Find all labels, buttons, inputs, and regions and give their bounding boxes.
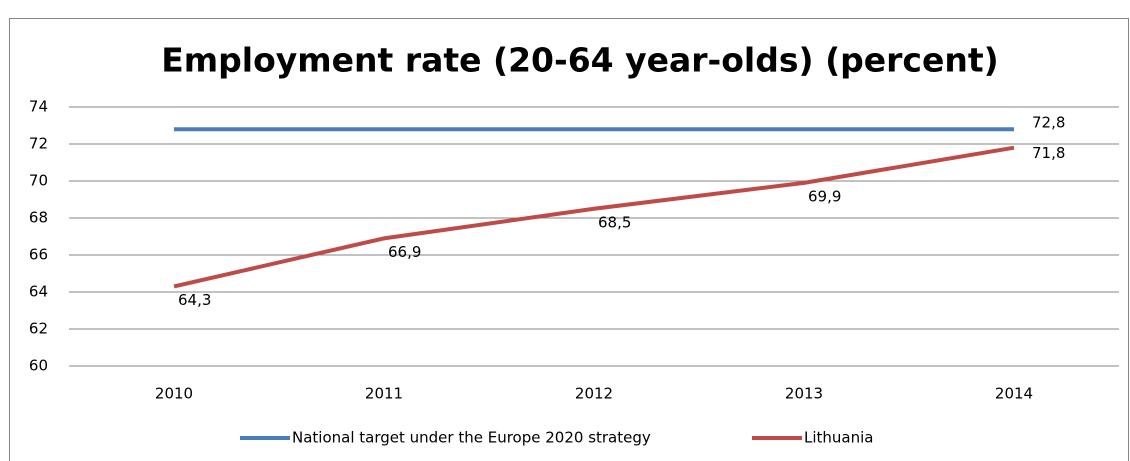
data-label: 66,9 [388,243,421,261]
y-tick-label: 66 [29,246,48,264]
x-tick-label: 2010 [155,385,193,403]
line-series [173,145,1015,289]
data-label: 69,9 [808,187,841,205]
x-tick-label: 2012 [575,385,613,403]
legend-label: National target under the Europe 2020 st… [292,429,651,447]
chart-frame [9,18,1129,461]
y-tick-label: 70 [29,172,48,190]
data-label: 72,8 [1032,114,1065,132]
data-label: 64,3 [178,291,211,309]
x-tick-label: 2011 [365,385,403,403]
chart-title: Employment rate (20-64 year-olds) (perce… [161,41,998,80]
y-tick-label: 72 [29,135,48,153]
y-tick-label: 64 [29,283,48,301]
x-tick-label: 2014 [995,385,1033,403]
y-tick-label: 62 [29,320,48,338]
y-tick-label: 74 [29,98,48,116]
data-label: 68,5 [598,213,631,231]
data-label: 71,8 [1032,144,1065,162]
y-tick-label: 60 [29,357,48,375]
legend-label: Lithuania [804,429,873,447]
x-tick-label: 2013 [785,385,823,403]
y-tick-label: 68 [29,209,48,227]
